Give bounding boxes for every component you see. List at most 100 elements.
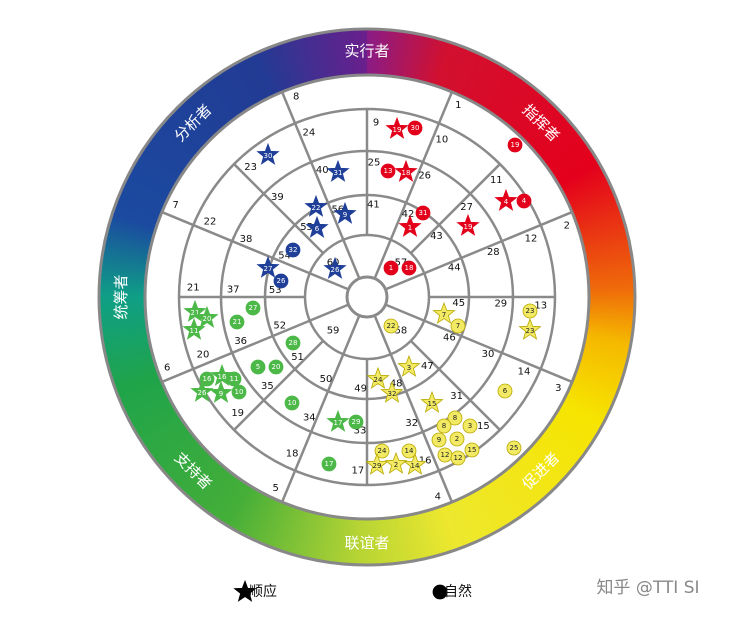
center-circle — [345, 275, 389, 319]
marker-label: 27 — [249, 304, 258, 312]
sector-label: 统筹者 — [112, 274, 130, 319]
star-marker — [190, 379, 214, 402]
marker-label: 23 — [526, 327, 535, 335]
star-marker — [304, 194, 328, 217]
circle-marker — [516, 193, 532, 209]
star-marker — [380, 380, 404, 403]
star-marker — [432, 301, 456, 324]
marker-label: 24 — [378, 447, 387, 455]
circle-marker — [383, 318, 399, 334]
circle-marker — [462, 418, 478, 434]
marker-label: 6 — [503, 387, 508, 395]
star-marker — [398, 214, 422, 237]
position-number: 56 — [331, 204, 344, 215]
position-number: 3 — [555, 383, 561, 394]
spoke — [373, 314, 454, 503]
star-marker — [394, 159, 418, 182]
position-number: 53 — [269, 285, 282, 296]
marker-label: 9 — [219, 390, 223, 398]
position-number: 26 — [418, 171, 431, 182]
star-marker — [183, 299, 207, 322]
marker-label: 7 — [442, 311, 446, 319]
marker-label: 26 — [331, 266, 340, 274]
marker-label: 14 — [411, 462, 420, 470]
position-number: 17 — [352, 465, 365, 476]
marker-label: 11 — [230, 375, 239, 383]
marker-label: 17 — [334, 419, 343, 427]
position-number: 39 — [271, 192, 284, 203]
position-number: 34 — [303, 412, 316, 423]
circle-marker — [407, 120, 423, 136]
star-marker — [233, 579, 257, 602]
star-marker — [456, 213, 480, 236]
star-marker — [256, 142, 280, 165]
marker-label: 29 — [352, 418, 361, 426]
circle-marker — [464, 442, 480, 458]
position-number: 19 — [231, 408, 244, 419]
position-number: 1 — [455, 100, 461, 111]
marker-label: 1 — [389, 264, 393, 272]
position-number: 41 — [367, 200, 380, 211]
marker-label: 30 — [411, 124, 420, 132]
star-marker — [333, 201, 357, 224]
circle-marker — [432, 584, 448, 600]
position-number: 24 — [303, 127, 316, 138]
position-number: 12 — [525, 233, 538, 244]
position-number: 14 — [518, 366, 531, 377]
marker-label: 14 — [405, 447, 414, 455]
marker-label: 2 — [455, 435, 459, 443]
circle-marker — [273, 273, 289, 289]
position-number: 49 — [354, 383, 367, 394]
circle-marker — [380, 163, 396, 179]
marker-label: 16 — [203, 375, 212, 383]
marker-label: 7 — [456, 322, 460, 330]
circle-marker — [497, 383, 513, 399]
marker-label: 2 — [394, 461, 398, 469]
marker-label: 17 — [325, 460, 334, 468]
star-marker — [256, 255, 280, 278]
position-number: 32 — [405, 418, 418, 429]
position-number: 46 — [443, 333, 456, 344]
circle-marker — [321, 456, 337, 472]
circle-marker — [450, 318, 466, 334]
marker-label: 19 — [511, 141, 520, 149]
marker-label: 16 — [218, 373, 227, 381]
circle-marker — [229, 314, 245, 330]
marker-label: 1 — [408, 224, 412, 232]
position-number: 5 — [273, 483, 279, 494]
marker-label: 9 — [343, 211, 347, 219]
star-marker — [326, 159, 350, 182]
circle-marker — [374, 443, 390, 459]
marker-label: 22 — [312, 204, 321, 212]
marker-label: 9 — [437, 436, 441, 444]
position-number: 33 — [354, 425, 367, 436]
star-marker — [366, 366, 390, 389]
marker-label: 27 — [264, 265, 273, 273]
position-number: 13 — [534, 301, 547, 312]
circle-marker — [250, 359, 266, 375]
spoke — [233, 163, 325, 255]
marker-label: 21 — [191, 309, 200, 317]
marker-label: 6 — [315, 225, 320, 233]
star-marker — [385, 116, 409, 139]
marker-label: 28 — [289, 339, 298, 347]
marker-label: 10 — [288, 399, 297, 407]
position-number: 35 — [261, 381, 274, 392]
position-number: 10 — [436, 134, 449, 145]
position-number: 21 — [187, 282, 200, 293]
star-marker — [323, 256, 347, 279]
marker-label: 4 — [504, 198, 509, 206]
marker-label: 12 — [454, 454, 463, 462]
circle-marker — [285, 335, 301, 351]
marker-label: 26 — [277, 277, 286, 285]
marker-label: 21 — [233, 318, 242, 326]
spoke — [280, 91, 361, 280]
position-number: 59 — [327, 325, 340, 336]
circle-marker — [284, 395, 300, 411]
position-number: 28 — [487, 247, 500, 258]
position-number: 31 — [450, 391, 463, 402]
circle-marker — [506, 440, 522, 456]
circle-marker — [268, 359, 284, 375]
